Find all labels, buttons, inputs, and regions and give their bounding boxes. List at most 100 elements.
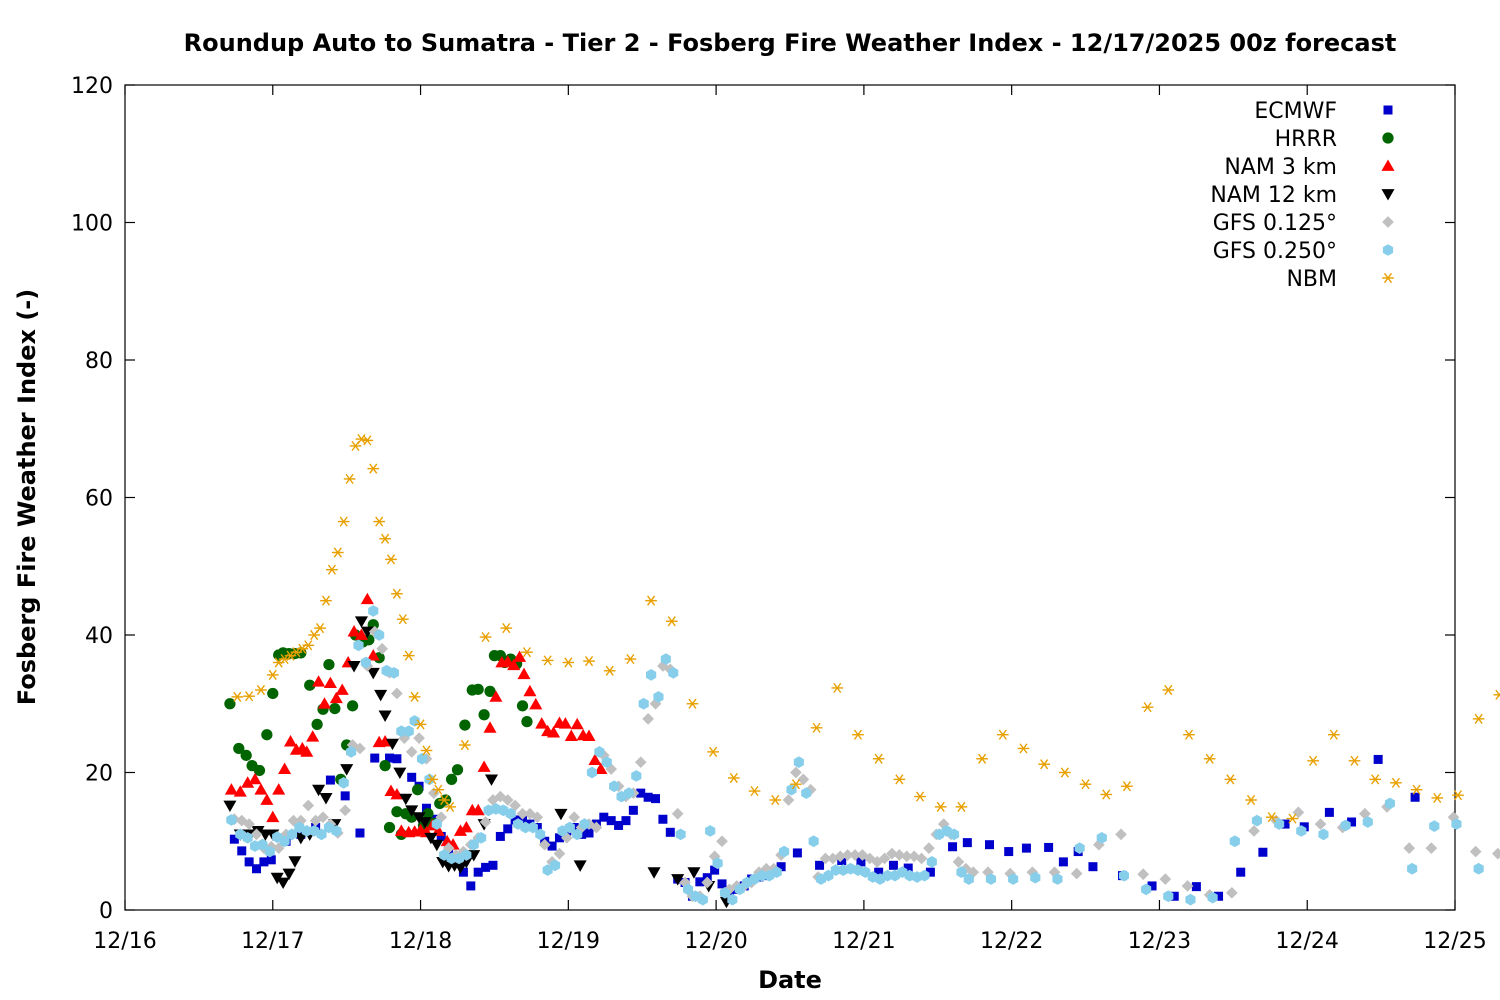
data-point (1286, 813, 1299, 824)
data-point (550, 859, 561, 872)
data-point (874, 867, 884, 877)
data-point (1384, 797, 1395, 810)
data-point (919, 869, 930, 882)
data-point (388, 667, 399, 679)
data-point (501, 794, 514, 806)
data-point (414, 719, 427, 730)
data-point (601, 756, 612, 768)
data-point (636, 788, 646, 798)
data-point (335, 683, 349, 695)
data-point (354, 628, 368, 640)
data-point (554, 833, 564, 843)
data-point (671, 807, 684, 820)
data-point (1038, 759, 1051, 770)
data-point (459, 739, 471, 751)
data-point (302, 799, 315, 812)
data-point (1265, 812, 1278, 823)
data-point (707, 746, 720, 757)
data-point (572, 828, 583, 841)
data-point (379, 760, 391, 772)
data-point (1147, 881, 1157, 891)
x-tick-label: 12/23 (1128, 929, 1191, 954)
data-point (564, 821, 575, 834)
data-point (538, 838, 551, 851)
data-point (444, 801, 456, 812)
data-point (782, 794, 795, 806)
legend: ECMWF HRRR NAM 3 km NAM 12 km GFS 0.125° GFS … (1210, 99, 1395, 292)
data-point (431, 818, 442, 830)
data-point (1251, 814, 1262, 827)
data-point (468, 838, 479, 851)
data-point (1431, 792, 1444, 804)
data-point (808, 835, 819, 848)
data-point (294, 832, 308, 845)
data-point (312, 675, 326, 687)
y-axis-label: Fosberg Fire Weather Index (-) (13, 289, 41, 705)
data-point (488, 860, 498, 870)
data-point (1373, 754, 1383, 764)
data-point (370, 753, 380, 763)
data-point (331, 825, 342, 837)
data-point (283, 735, 298, 747)
data-point (484, 774, 499, 786)
data-point (391, 687, 403, 700)
data-point (1074, 842, 1085, 854)
data-point (288, 856, 302, 868)
legend-marker (1381, 159, 1395, 171)
data-point (1008, 873, 1019, 885)
data-point (529, 697, 543, 710)
data-point (459, 820, 473, 833)
data-point (1162, 684, 1175, 696)
data-point (1159, 873, 1172, 885)
data-point (361, 435, 374, 446)
data-point (1347, 817, 1357, 827)
y-tick-label: 120 (71, 74, 113, 99)
data-point (1118, 869, 1129, 882)
data-point (266, 855, 276, 865)
data-point (226, 814, 237, 826)
data-point (383, 821, 396, 834)
data-point (1274, 818, 1285, 830)
y-tick-label: 100 (71, 212, 113, 237)
data-point (1452, 790, 1464, 801)
data-point (1314, 818, 1327, 830)
data-point (1070, 867, 1083, 880)
data-point (1410, 784, 1423, 795)
series-nam-12-km (223, 616, 733, 909)
data-point (1224, 774, 1237, 785)
data-point (353, 639, 364, 652)
data-point (424, 832, 438, 845)
data-point (421, 803, 431, 813)
data-point (679, 876, 691, 889)
legend-marker (1381, 189, 1395, 201)
data-point (1017, 743, 1030, 754)
data-point (900, 850, 913, 863)
data-point (495, 831, 505, 841)
data-point (949, 828, 960, 841)
data-point (360, 626, 374, 639)
data-point (329, 702, 341, 715)
data-point (1407, 862, 1418, 875)
data-point (366, 667, 380, 680)
data-point (1425, 842, 1438, 854)
data-point (476, 832, 487, 844)
data-point (1191, 882, 1201, 892)
data-point (436, 831, 446, 841)
data-point (346, 746, 357, 758)
data-point (771, 866, 782, 878)
data-point (349, 440, 362, 452)
data-point (976, 753, 988, 764)
data-point (516, 807, 529, 820)
data-point (1348, 755, 1361, 766)
data-point (255, 684, 267, 696)
data-point (535, 828, 546, 841)
data-point (420, 745, 433, 756)
data-point (347, 625, 361, 637)
data-point (1115, 828, 1127, 841)
data-point (317, 811, 329, 824)
data-point (584, 828, 594, 838)
data-point (346, 700, 359, 712)
data-point (925, 867, 935, 877)
data-point (1473, 862, 1484, 875)
data-point (306, 730, 320, 742)
